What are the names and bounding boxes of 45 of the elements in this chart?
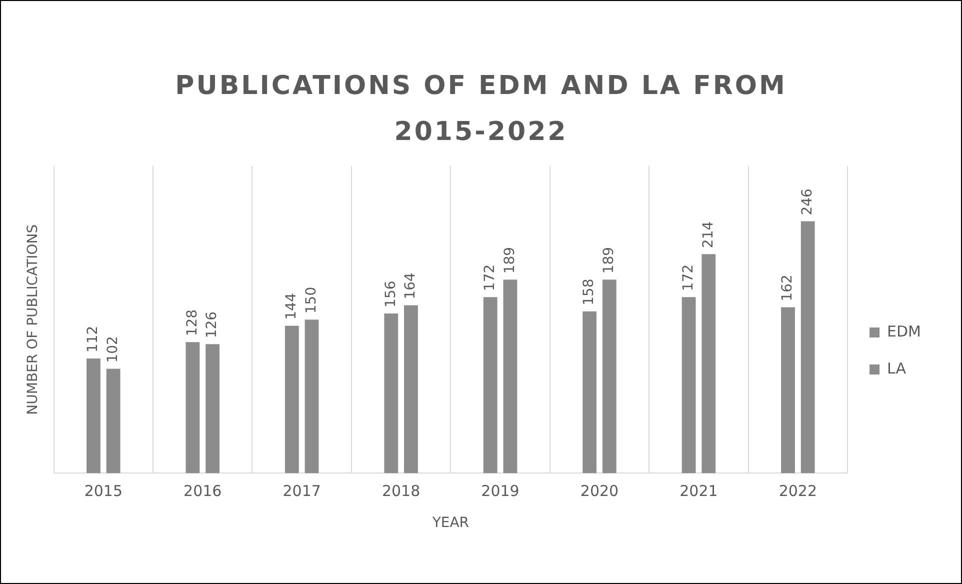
bar [404,305,418,474]
bar [702,254,716,474]
x-axis-title: YEAR [431,515,470,532]
data-label: 172 [680,264,696,292]
data-label: 214 [700,221,716,248]
bar [86,358,100,474]
data-label: 164 [402,272,419,300]
bar [186,342,200,474]
data-label: 150 [303,286,320,314]
bar [304,320,319,474]
bar [781,307,795,474]
data-label: 112 [85,326,102,353]
x-tick-label: 2021 [680,482,718,500]
data-label: 246 [799,188,816,216]
data-label: 189 [502,246,518,274]
bar [503,280,518,474]
x-tick-label: 2022 [778,482,818,500]
bar [800,221,815,474]
x-tick-label: 2020 [580,482,619,500]
x-tick-label: 2019 [481,482,520,500]
data-label: 128 [184,309,200,336]
bar [602,280,616,474]
data-label: 158 [581,278,598,306]
x-tick-label: 2017 [282,482,321,500]
legend-label: EDM [887,322,922,340]
bar [682,297,696,474]
bar [106,368,120,474]
bar [206,344,220,474]
y-axis-title: NUMBER OF PUBLICATIONS [25,224,42,415]
data-label: 102 [104,336,121,363]
bar [284,326,299,474]
legend-label: LA [887,359,907,378]
data-label: 189 [601,246,618,274]
bar [483,297,498,474]
data-label: 162 [780,274,796,302]
bar [384,313,398,474]
data-label: 156 [382,280,399,308]
bar [582,311,597,474]
x-tick-label: 2015 [84,482,122,500]
data-label: 126 [204,311,220,338]
x-tick-label: 2018 [382,482,420,500]
data-label: 172 [482,264,498,292]
data-label: 144 [284,292,300,320]
chart-title: PUBLICATIONS OF EDM AND LA FROM 2015-2022 [174,70,788,149]
x-tick-label: 2016 [184,482,222,500]
